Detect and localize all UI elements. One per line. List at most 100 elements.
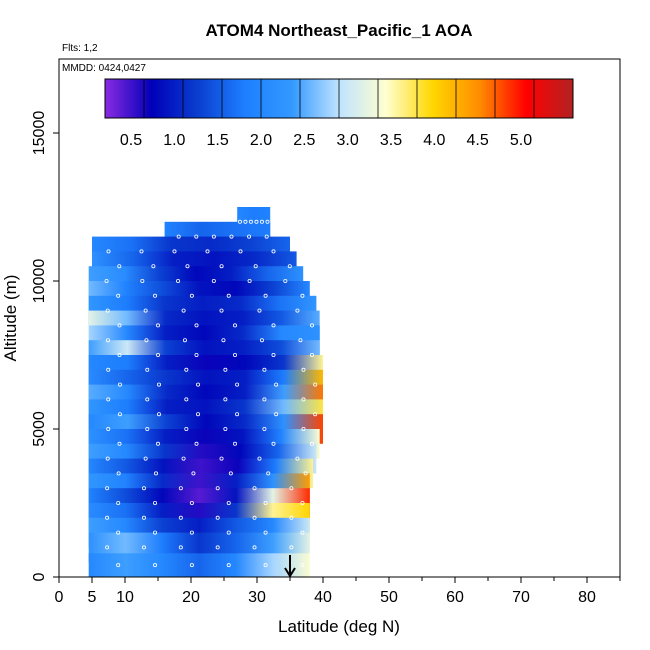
y-axis: 0 5000 10000 15000	[31, 111, 59, 581]
sample-point	[191, 471, 196, 476]
sample-markers	[104, 219, 318, 568]
sample-point	[289, 545, 294, 550]
x-tick-label: 60	[446, 589, 464, 606]
sample-point	[287, 264, 292, 269]
sample-point	[205, 249, 210, 254]
colorbar-tick-label: 5.0	[510, 132, 532, 149]
sample-point	[295, 308, 300, 313]
sample-point	[263, 530, 268, 535]
flights-label: Flts: 1,2	[62, 43, 98, 54]
sample-point	[283, 278, 288, 283]
y-tick-label: 0	[31, 572, 48, 581]
sample-point	[219, 308, 224, 313]
sample-point	[271, 249, 276, 254]
x-axis-label: Latitude (deg N)	[278, 617, 400, 636]
sample-point	[259, 338, 264, 343]
sample-point	[156, 412, 161, 417]
sample-point	[223, 367, 228, 372]
sample-point	[274, 412, 279, 417]
sample-point	[301, 397, 306, 402]
sample-point	[211, 278, 216, 283]
sample-point	[117, 441, 122, 446]
sample-point	[189, 293, 194, 298]
sample-point	[215, 545, 220, 550]
x-tick-label: 80	[578, 589, 596, 606]
x-tick-label: 10	[116, 589, 134, 606]
sample-point	[219, 456, 224, 461]
x-tick-label: 50	[380, 589, 398, 606]
sample-point	[257, 456, 262, 461]
sample-point	[189, 500, 194, 505]
sample-point	[252, 486, 257, 491]
sample-point	[117, 382, 122, 387]
sample-point	[238, 249, 243, 254]
sample-point	[196, 412, 201, 417]
sample-point	[257, 308, 262, 313]
sample-point	[295, 456, 300, 461]
sample-point	[271, 441, 276, 446]
sample-point	[155, 352, 160, 357]
sample-point	[262, 426, 267, 431]
colorbar-tick-label: 4.5	[467, 132, 489, 149]
x-axis: 0 5 10 20 30 40 50 60 70 80	[55, 577, 621, 606]
sample-point	[229, 234, 234, 239]
sample-point	[271, 352, 276, 357]
x-tick-label: 30	[248, 589, 266, 606]
sample-point	[263, 500, 268, 505]
sample-point	[262, 367, 267, 372]
sample-point	[184, 397, 189, 402]
sample-point	[182, 338, 187, 343]
sample-point	[309, 441, 314, 446]
sample-point	[271, 323, 276, 328]
sample-point	[221, 338, 226, 343]
sample-point	[194, 441, 199, 446]
sample-point	[116, 293, 121, 298]
plot-frame	[58, 58, 621, 578]
sample-point	[117, 412, 122, 417]
sample-point	[106, 367, 111, 372]
sample-point	[252, 545, 257, 550]
sample-point	[153, 530, 158, 535]
sample-point	[313, 412, 318, 417]
sample-point	[194, 352, 199, 357]
sample-point	[252, 515, 257, 520]
sample-point	[266, 471, 271, 476]
sample-point	[196, 382, 201, 387]
sample-point	[105, 515, 110, 520]
sample-point	[247, 234, 252, 239]
sample-point	[262, 397, 267, 402]
sample-point	[140, 278, 145, 283]
sample-point	[106, 249, 111, 254]
y-tick-label: 5000	[31, 411, 48, 447]
sample-point	[176, 234, 181, 239]
sample-point	[194, 234, 199, 239]
sample-point	[226, 563, 231, 568]
x-tick-label: 40	[314, 589, 332, 606]
sample-point	[254, 219, 259, 224]
data-bands	[88, 207, 323, 577]
sample-point	[181, 456, 186, 461]
colorbar-tick-label: 1.5	[207, 132, 229, 149]
arrow-head	[284, 567, 296, 578]
colorbar-tick-label: 2.5	[293, 132, 315, 149]
sample-point	[215, 486, 220, 491]
sample-point	[300, 530, 305, 535]
sample-point	[106, 397, 111, 402]
sample-point	[223, 397, 228, 402]
sample-point	[265, 219, 270, 224]
sample-point	[105, 338, 110, 343]
sample-point	[145, 397, 150, 402]
sample-point	[153, 293, 158, 298]
colorbar-tick-label: 0.5	[120, 132, 142, 149]
sample-point	[106, 426, 111, 431]
x-tick-label: 5	[88, 589, 97, 606]
sample-point	[211, 234, 216, 239]
sample-point	[300, 563, 305, 568]
sample-point	[303, 471, 308, 476]
colorbar-tick-label: 3.0	[337, 132, 359, 149]
sample-point	[309, 352, 314, 357]
y-tick-label: 15000	[31, 111, 48, 156]
y-axis-label: Altitude (m)	[1, 275, 20, 362]
sample-point	[141, 486, 146, 491]
sample-point	[154, 471, 159, 476]
